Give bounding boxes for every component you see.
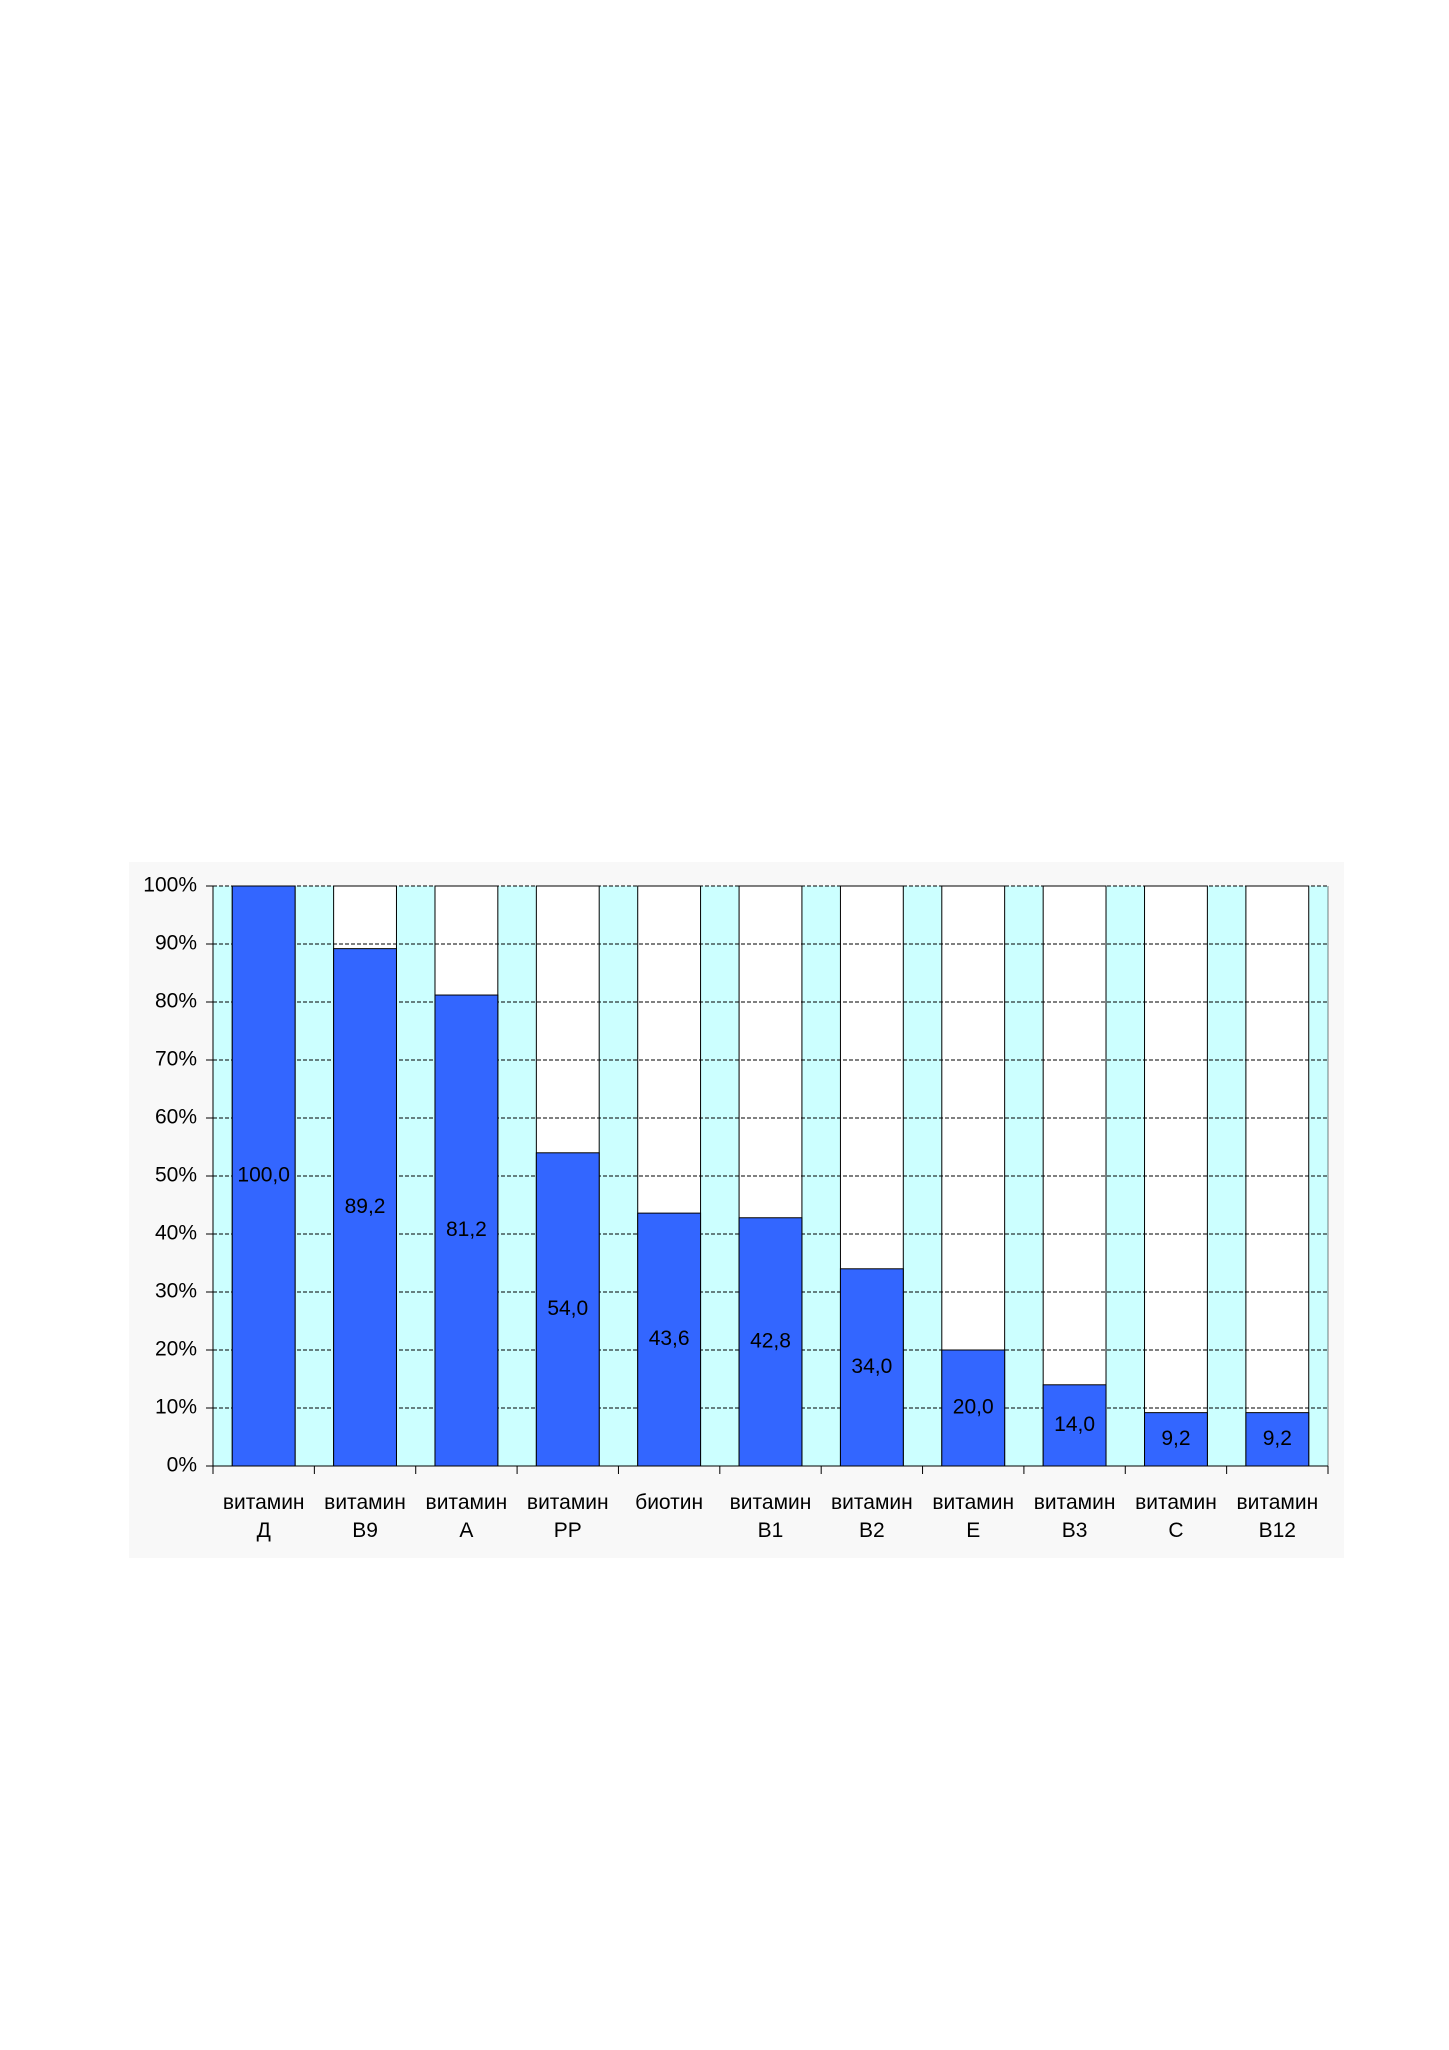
- x-tick-label-line: Д: [257, 1519, 271, 1542]
- bar: [535, 1152, 600, 1467]
- x-tick-label-line: витамин: [1034, 1491, 1116, 1514]
- x-tick-label: витамин В12: [1236, 1491, 1318, 1542]
- data-label: 9,2: [1263, 1427, 1292, 1450]
- y-tick-label: 70%: [155, 1048, 197, 1071]
- x-tick-label-line: витамин: [1236, 1491, 1318, 1514]
- x-tick-label-line: витамин: [324, 1491, 406, 1514]
- bar: [738, 1217, 803, 1467]
- data-label: 14,0: [1054, 1413, 1095, 1436]
- x-tick-label-line: биотин: [635, 1491, 703, 1514]
- y-tick-label: 50%: [155, 1164, 197, 1187]
- x-tick-label-line: В1: [758, 1519, 784, 1542]
- x-tick-label-line: В9: [352, 1519, 378, 1542]
- bar: [434, 994, 499, 1467]
- x-tick-label-line: РР: [554, 1519, 582, 1542]
- x-tick-label-line: витамин: [426, 1491, 508, 1514]
- data-label: 9,2: [1161, 1427, 1190, 1450]
- x-tick-label: витамин В1: [730, 1491, 812, 1542]
- x-tick-label-line: витамин: [223, 1491, 305, 1514]
- y-tick-label: 80%: [155, 990, 197, 1013]
- bar: [231, 885, 296, 1467]
- x-tick-label-line: Е: [966, 1519, 980, 1542]
- data-label: 34,0: [851, 1355, 892, 1378]
- bar: [333, 948, 397, 1467]
- x-tick-label: биотин: [635, 1491, 703, 1514]
- x-tick-label: витамин С: [1135, 1491, 1217, 1542]
- x-tick-label-line: витамин: [527, 1491, 609, 1514]
- x-tick-label-line: витамин: [932, 1491, 1014, 1514]
- bar: [1144, 1412, 1208, 1467]
- x-tick-label: витамин В3: [1034, 1491, 1116, 1542]
- data-label: 81,2: [446, 1218, 487, 1241]
- bar: [839, 1268, 904, 1467]
- y-tick-label: 60%: [155, 1106, 197, 1129]
- bar: [1042, 1384, 1107, 1467]
- x-tick-label: витамин РР: [527, 1491, 609, 1542]
- data-label: 43,6: [649, 1327, 690, 1350]
- x-tick-label: витамин Е: [932, 1491, 1014, 1542]
- x-tick-label-line: С: [1168, 1519, 1183, 1542]
- y-tick-label: 0%: [167, 1454, 197, 1477]
- data-label: 20,0: [953, 1396, 994, 1419]
- y-tick-label: 100%: [143, 874, 197, 897]
- y-tick-label: 90%: [155, 932, 197, 955]
- x-tick-label-line: витамин: [831, 1491, 913, 1514]
- x-tick-label-line: витамин: [730, 1491, 812, 1514]
- x-tick-label-line: В3: [1062, 1519, 1088, 1542]
- x-tick-label-line: В12: [1259, 1519, 1296, 1542]
- y-tick-label: 10%: [155, 1396, 197, 1419]
- x-tick-label-line: витамин: [1135, 1491, 1217, 1514]
- x-tick-label: витамин Д: [223, 1491, 305, 1542]
- y-tick-label: 40%: [155, 1222, 197, 1245]
- bar: [637, 1212, 702, 1467]
- x-tick-label: витамин В2: [831, 1491, 913, 1542]
- x-tick-label-line: А: [459, 1519, 473, 1542]
- data-label: 89,2: [345, 1195, 386, 1218]
- x-tick-label-line: В2: [859, 1519, 885, 1542]
- data-label: 54,0: [547, 1297, 588, 1320]
- y-tick-label: 20%: [155, 1338, 197, 1361]
- data-label: 100,0: [237, 1164, 290, 1187]
- x-tick-label: витамин В9: [324, 1491, 406, 1542]
- y-tick-label: 30%: [155, 1280, 197, 1303]
- x-tick-label: витамин А: [426, 1491, 508, 1542]
- data-label: 42,8: [750, 1329, 791, 1352]
